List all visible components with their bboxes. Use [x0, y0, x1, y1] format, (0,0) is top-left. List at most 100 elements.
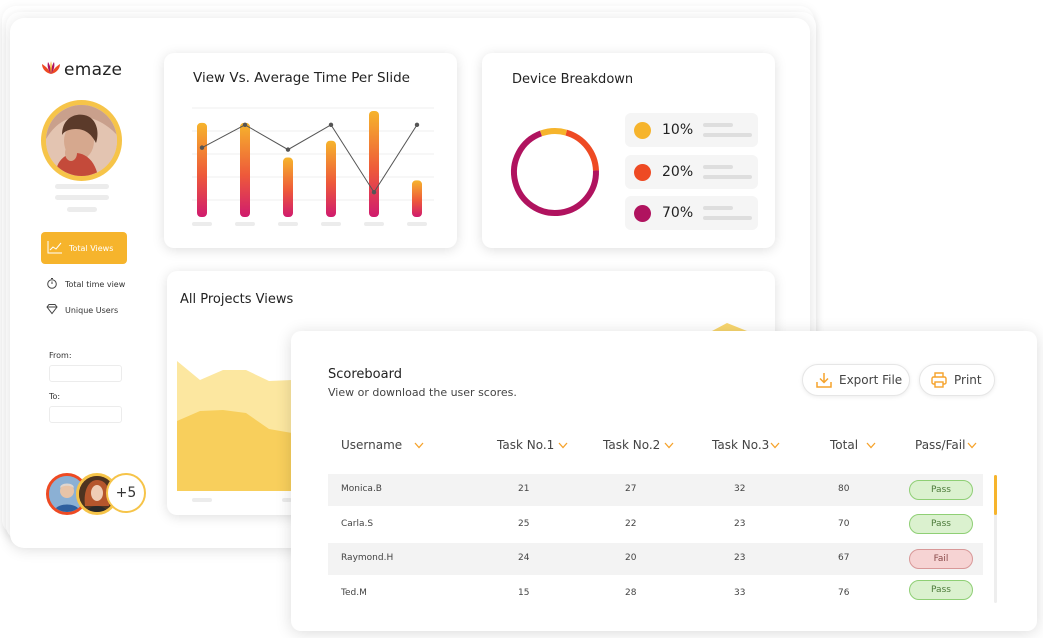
total-views-button[interactable]: Total Views — [41, 232, 127, 264]
placeholder-lines — [703, 165, 752, 179]
column-header-task1[interactable]: Task No.1 — [497, 438, 568, 452]
chevron-down-icon — [664, 438, 674, 452]
donut-slice — [565, 129, 599, 171]
column-label: Task No.1 — [497, 438, 555, 452]
placeholder-lines — [703, 123, 752, 137]
to-date-input[interactable] — [49, 406, 122, 423]
table-row[interactable] — [328, 543, 983, 575]
line-point — [414, 122, 420, 128]
scrollbar-thumb[interactable] — [994, 475, 997, 515]
cell-total: 80 — [838, 484, 850, 494]
brand-logo[interactable]: emaze — [40, 60, 122, 80]
cell-task1: 15 — [518, 588, 530, 598]
x-tick-placeholder — [364, 222, 384, 226]
x-tick-placeholder — [192, 222, 212, 226]
print-label: Print — [954, 373, 982, 387]
chevron-down-icon — [967, 438, 977, 452]
stopwatch-icon — [46, 277, 58, 291]
x-tick-placeholder — [282, 498, 292, 502]
cell-task1: 25 — [518, 519, 530, 529]
column-header-task3[interactable]: Task No.3 — [712, 438, 780, 452]
column-label: Total — [830, 438, 859, 452]
line-point — [199, 145, 205, 150]
legend-value: 20% — [662, 164, 694, 180]
x-tick-placeholder — [321, 222, 341, 226]
bar — [369, 110, 379, 217]
cell-task1: 21 — [518, 484, 530, 494]
status-badge: Pass — [909, 480, 973, 500]
cell-task2: 27 — [625, 484, 637, 494]
status-badge: Fail — [909, 549, 973, 569]
from-date-input[interactable] — [49, 365, 122, 382]
chevron-down-icon — [770, 438, 780, 452]
line-point — [371, 190, 377, 195]
placeholder-lines — [703, 206, 752, 220]
column-label: Task No.2 — [603, 438, 661, 452]
scoreboard-subtitle: View or download the user scores. — [328, 386, 517, 399]
line-point — [285, 147, 291, 152]
cell-total: 67 — [838, 553, 850, 563]
cell-total: 76 — [838, 588, 850, 598]
donut-chart — [511, 128, 599, 216]
sidebar-item-label: Unique Users — [65, 305, 119, 315]
cell-task2: 28 — [625, 588, 637, 598]
cell-task3: 23 — [734, 519, 746, 529]
export-file-label: Export File — [839, 373, 903, 387]
column-label: Username — [341, 438, 403, 452]
chart-title: All Projects Views — [180, 292, 294, 307]
cell-total: 70 — [838, 519, 850, 529]
cell-username: Carla.S — [341, 519, 374, 529]
cell-task2: 20 — [625, 553, 637, 563]
table-row[interactable] — [328, 474, 983, 506]
line-point — [328, 122, 334, 128]
chart-title: Device Breakdown — [512, 72, 634, 87]
placeholder-line — [55, 195, 109, 200]
chevron-down-icon — [414, 438, 424, 452]
cell-username: Raymond.H — [341, 553, 394, 563]
placeholder-line — [55, 184, 109, 189]
x-tick-placeholder — [407, 222, 427, 226]
cell-task3: 23 — [734, 553, 746, 563]
placeholder-line — [67, 207, 97, 212]
chart-title: View Vs. Average Time Per Slide — [193, 70, 410, 86]
view-time-chart-card — [164, 53, 457, 248]
cell-username: Ted.M — [341, 588, 367, 598]
legend-item: 20% — [625, 155, 758, 189]
legend-value: 70% — [662, 205, 694, 221]
bar — [412, 180, 422, 217]
column-header-task2[interactable]: Task No.2 — [603, 438, 674, 452]
diamond-icon — [46, 303, 58, 317]
sidebar-item-total-time-view[interactable]: Total time view — [46, 277, 125, 291]
area-series — [177, 410, 292, 491]
column-label: Task No.3 — [712, 438, 770, 452]
column-header-username[interactable]: Username — [341, 438, 424, 452]
sidebar-item-unique-users[interactable]: Unique Users — [46, 303, 118, 317]
cell-task3: 33 — [734, 588, 746, 598]
more-users-badge[interactable]: +5 — [106, 473, 146, 513]
scoreboard-title: Scoreboard — [328, 367, 402, 382]
printer-icon — [930, 371, 948, 389]
area-chart — [177, 323, 747, 502]
logo-icon — [40, 60, 62, 80]
x-tick-placeholder — [235, 222, 255, 226]
chevron-down-icon — [558, 438, 568, 452]
series-line — [201, 124, 418, 194]
column-header-total[interactable]: Total — [830, 438, 876, 452]
profile-avatar[interactable] — [41, 100, 122, 181]
legend-item: 70% — [625, 196, 758, 230]
total-views-label: Total Views — [69, 243, 114, 253]
brand-name: emaze — [64, 60, 123, 80]
legend-dot — [634, 163, 651, 181]
x-tick-placeholder — [278, 222, 298, 226]
status-badge: Pass — [909, 580, 973, 600]
from-label: From: — [49, 351, 72, 360]
export-file-button[interactable]: Export File — [802, 364, 910, 396]
download-icon — [815, 371, 833, 389]
column-header-pass-fail[interactable]: Pass/Fail — [915, 438, 977, 452]
print-button[interactable]: Print — [919, 364, 995, 396]
line-point — [242, 122, 248, 128]
legend-item: 10% — [625, 113, 758, 147]
scrollbar-track[interactable] — [994, 475, 997, 603]
sidebar-item-label: Total time view — [65, 279, 126, 289]
chevron-down-icon — [866, 438, 876, 452]
